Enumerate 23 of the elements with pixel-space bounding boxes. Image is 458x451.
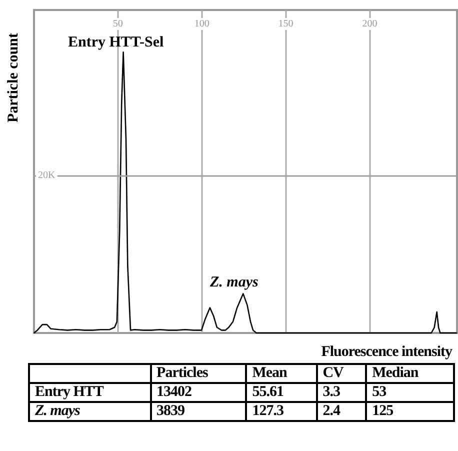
text: 127.3	[246, 402, 317, 421]
x-tick-label: 150	[278, 18, 294, 30]
text: 3839	[150, 402, 246, 421]
text: Mean	[246, 364, 317, 383]
text: 3.3	[316, 383, 366, 402]
x-tick-label: 200	[362, 18, 378, 30]
x-tick-label: 50	[112, 18, 123, 30]
y-axis-title: Particle count	[6, 32, 22, 123]
text: 55.61	[246, 383, 317, 402]
text: Z. mays	[29, 402, 151, 421]
text: CV	[316, 364, 366, 383]
text: 125	[366, 402, 454, 421]
text: 2.4	[316, 402, 366, 421]
annotation: Z. mays	[209, 274, 258, 290]
x-axis-title: Fluorescence intensity	[321, 344, 452, 361]
text: Entry HTT	[29, 383, 151, 402]
text: Entry HTT-Sel	[68, 34, 164, 50]
ref-line-label: 20K	[38, 170, 56, 182]
text: 13402	[150, 383, 246, 402]
text: 53	[366, 383, 454, 402]
text: Particles	[150, 364, 246, 383]
text: Median	[366, 364, 454, 383]
x-tick-label: 100	[194, 18, 210, 30]
